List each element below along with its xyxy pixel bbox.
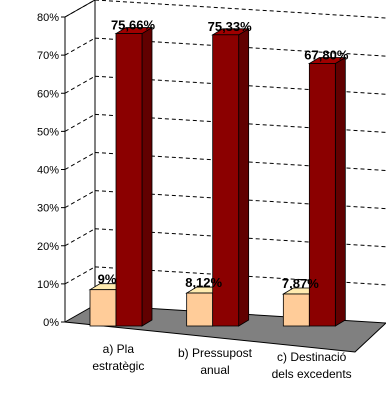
bar <box>89 289 117 327</box>
gridline-side <box>64 266 96 285</box>
category-label: estratègic <box>92 359 144 373</box>
y-axis: 0% 10% 20% 30% 40% 50% 60% 70% 80% <box>37 12 66 329</box>
data-label: 9% <box>98 272 117 287</box>
data-label: 8,12% <box>185 275 222 290</box>
data-label: 75,66% <box>111 18 156 33</box>
y-tick-label: 50% <box>37 126 59 138</box>
y-tick-label: 0% <box>43 317 59 329</box>
y-tick-label: 20% <box>37 241 59 253</box>
category-label: c) Destinació <box>277 350 347 364</box>
bar <box>282 293 310 327</box>
gridline-side <box>64 113 96 132</box>
y-tick-label: 10% <box>37 279 59 291</box>
y-tick-label: 60% <box>37 88 59 100</box>
data-label: 75,33% <box>208 19 253 34</box>
bar <box>115 33 143 327</box>
data-label: 7,87% <box>282 276 319 291</box>
y-tick-label: 70% <box>37 50 59 62</box>
y-tick-label: 80% <box>37 12 59 24</box>
back-wall-edge <box>64 0 96 305</box>
bar-side <box>334 56 346 327</box>
gridline-side <box>64 75 96 94</box>
gridline-side <box>64 190 96 209</box>
bar-side <box>238 28 250 327</box>
category-label: b) Pressupost <box>178 346 253 360</box>
y-tick-label: 40% <box>37 165 59 177</box>
data-labels: 9% 75,66% 8,12% 75,33% 7,87% 67,80% <box>98 18 349 291</box>
data-label: 67,80% <box>304 48 349 63</box>
gridline-side <box>64 152 96 170</box>
gridline-side <box>64 37 96 56</box>
bar <box>186 292 214 327</box>
bars <box>88 26 347 327</box>
bar-side <box>141 26 153 327</box>
gridline-side <box>64 0 96 18</box>
category-labels: a) Pla estratègic b) Pressupost anual c) Des… <box>92 342 351 381</box>
category-label: anual <box>200 363 229 377</box>
category-label: dels excedents <box>272 367 352 381</box>
gridline-side <box>64 228 96 247</box>
gridline-back <box>94 0 386 19</box>
bar <box>212 34 240 327</box>
chart-walls <box>64 0 96 305</box>
bar <box>308 63 336 327</box>
y-tick-label: 30% <box>37 203 59 215</box>
gridlines <box>64 0 386 286</box>
category-label: a) Pla <box>103 342 135 356</box>
